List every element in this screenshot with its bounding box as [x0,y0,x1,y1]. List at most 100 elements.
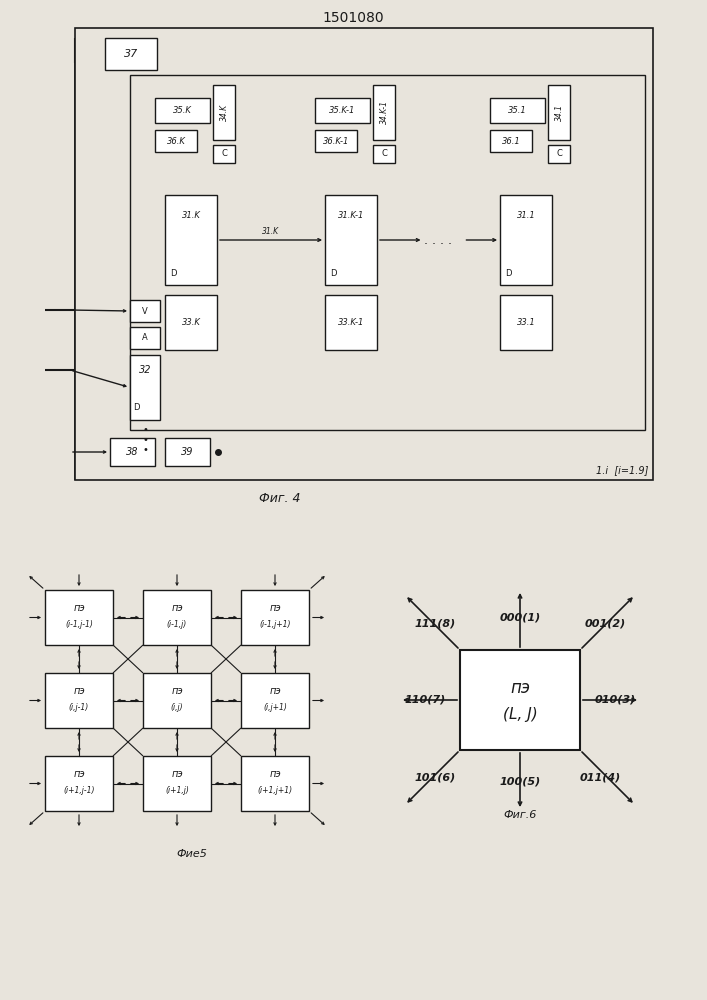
Text: V: V [142,306,148,316]
Text: пэ: пэ [73,769,85,779]
Text: 34.K: 34.K [219,104,228,121]
Bar [130,300,160,322]
Text: A: A [142,334,148,342]
Text: 39: 39 [181,447,194,457]
Text: 33.1: 33.1 [517,318,535,327]
Text: 33.K: 33.K [182,318,201,327]
Bar [213,85,235,140]
Bar [325,195,377,285]
Text: 100(5): 100(5) [499,777,541,787]
Text: 38: 38 [127,447,139,457]
Bar [143,590,211,645]
Text: C: C [556,149,562,158]
Text: •: • [142,425,148,435]
Text: 31.K: 31.K [182,211,201,220]
Text: 000(1): 000(1) [499,613,541,623]
Text: 35.1: 35.1 [508,106,527,115]
Bar [105,38,157,70]
Bar [241,673,309,728]
Text: 35.K-1: 35.K-1 [329,106,356,115]
Text: пэ: пэ [171,686,183,696]
Text: (i,j): (i,j) [170,703,183,712]
Text: D: D [330,268,337,277]
Bar [548,85,570,140]
Bar [373,145,395,163]
Text: 010(3): 010(3) [595,695,636,705]
Bar [155,130,197,152]
Text: (i+1,j+1): (i+1,j+1) [257,786,293,795]
Text: 31.K-1: 31.K-1 [338,211,364,220]
Bar [490,130,532,152]
Bar [45,673,113,728]
Text: Фие5: Фие5 [177,849,207,859]
Text: •: • [142,435,148,445]
Text: (i-1,j): (i-1,j) [167,620,187,629]
Bar [165,438,210,466]
Bar [130,355,160,420]
Text: 101(6): 101(6) [414,772,455,782]
Bar [155,98,210,123]
Bar [241,756,309,811]
Text: (i,j+1): (i,j+1) [263,703,287,712]
Bar [241,590,309,645]
Text: (L, J): (L, J) [503,706,537,722]
Text: пэ: пэ [171,603,183,613]
Text: пэ: пэ [269,603,281,613]
Text: D: D [170,268,177,277]
Text: D: D [505,268,511,277]
Text: C: C [221,149,227,158]
Text: (i-1,j-1): (i-1,j-1) [65,620,93,629]
Text: 36.K: 36.K [167,136,185,145]
Text: 1501080: 1501080 [322,11,384,25]
Text: пэ: пэ [269,686,281,696]
Bar [143,673,211,728]
Bar [110,438,155,466]
Text: пэ: пэ [269,769,281,779]
Text: пэ: пэ [73,603,85,613]
Text: . . . .: . . . . [424,233,452,246]
Bar [130,75,645,430]
Text: (i+1,j): (i+1,j) [165,786,189,795]
Text: 1.i  [i=1.9]: 1.i [i=1.9] [595,465,648,475]
Text: (i+1,j-1): (i+1,j-1) [63,786,95,795]
Bar [75,28,653,480]
Bar [143,756,211,811]
Bar [460,650,580,750]
Text: Фиг. 4: Фиг. 4 [259,491,300,504]
Text: 31.1: 31.1 [517,211,535,220]
Text: (i-1,j+1): (i-1,j+1) [259,620,291,629]
Text: 34.1: 34.1 [554,104,563,121]
Bar [315,130,357,152]
Text: 36.K-1: 36.K-1 [323,136,349,145]
Text: Фиг.6: Фиг.6 [503,810,537,820]
Bar [325,295,377,350]
Bar [45,756,113,811]
Text: пэ: пэ [510,679,530,697]
Text: 33.K-1: 33.K-1 [338,318,364,327]
Text: 31.K: 31.K [262,228,279,236]
Text: пэ: пэ [171,769,183,779]
Bar [315,98,370,123]
Text: 37: 37 [124,49,138,59]
Bar [500,195,552,285]
Bar [500,295,552,350]
Text: C: C [381,149,387,158]
Bar [165,195,217,285]
Text: 111(8): 111(8) [414,618,455,628]
Text: 110(7): 110(7) [404,695,445,705]
Text: •: • [142,445,148,455]
Text: 36.1: 36.1 [502,136,520,145]
Bar [213,145,235,163]
Text: 32: 32 [139,365,151,375]
Text: 34.K-1: 34.K-1 [380,101,389,124]
Text: 35.K: 35.K [173,106,192,115]
Text: (i,j-1): (i,j-1) [69,703,89,712]
Bar [165,295,217,350]
Text: D: D [133,403,139,412]
Bar [490,98,545,123]
Bar [548,145,570,163]
Text: 001(2): 001(2) [585,618,626,628]
Bar [130,327,160,349]
Text: 011(4): 011(4) [579,772,621,782]
Bar [373,85,395,140]
